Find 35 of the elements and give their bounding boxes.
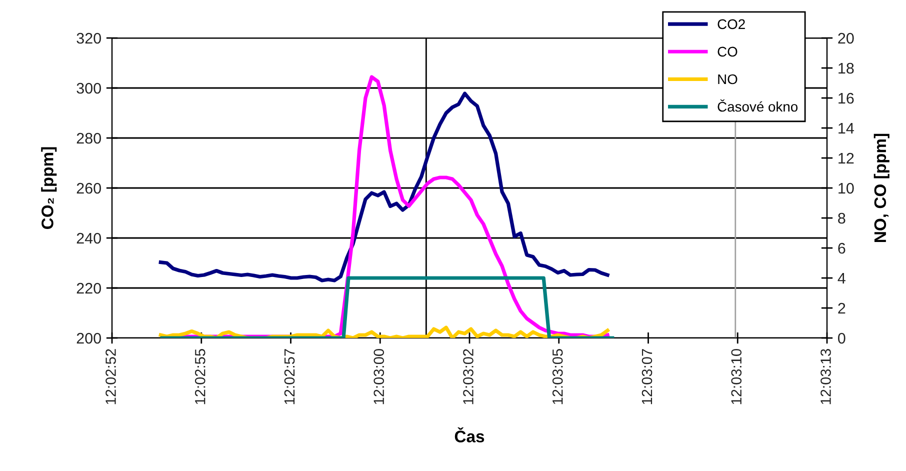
line-series [158,92,610,282]
y-tick-label: 320 [76,32,101,44]
y2-tick-label: 2 [838,302,846,314]
x-axis-title: Čas [454,427,484,442]
x-tick-label: 12:03:05 [552,349,563,404]
y2-tick-label: 20 [838,32,854,44]
y2-tick-label: 12 [838,152,854,164]
y2-tick-label: 4 [838,273,846,284]
y-tick-label: 200 [76,332,101,344]
y-tick-label: 300 [76,82,101,94]
y2-tick-label: 14 [838,123,854,134]
legend-label: CO2 [718,19,745,30]
x-tick-label: 12:03:02 [463,349,474,404]
legend-label: Časové okno [718,99,798,112]
y2-tick-label: 18 [838,62,854,74]
legend-label: CO [718,46,738,57]
y2-tick-label: 16 [838,92,854,104]
x-tick-label: 12:03:13 [820,349,831,404]
y-tick-label: 260 [76,182,101,194]
x-tick-label: 12:03:00 [374,348,384,404]
x-tick-label: 12:03:07 [642,349,652,404]
y-tick-label: 220 [76,282,101,294]
y2-tick-label: 6 [838,242,846,254]
x-tick-label: 12:03:10 [731,348,742,404]
y2-axis-title: NO, CO [ppm] [874,134,890,242]
x-tick-label: 12:02:52 [106,349,116,404]
y2-tick-label: 10 [838,182,854,194]
y-axis-title: CO₂ [ppm] [41,147,57,229]
x-tick-label: 12:02:57 [284,349,295,404]
legend-label: NO [718,74,738,84]
y-tick-label: 240 [76,232,101,244]
y-tick-label: 280 [76,132,101,144]
x-tick-label: 12:02:55 [194,349,206,404]
y2-tick-label: 0 [838,332,846,344]
y2-tick-label: 8 [838,212,846,224]
